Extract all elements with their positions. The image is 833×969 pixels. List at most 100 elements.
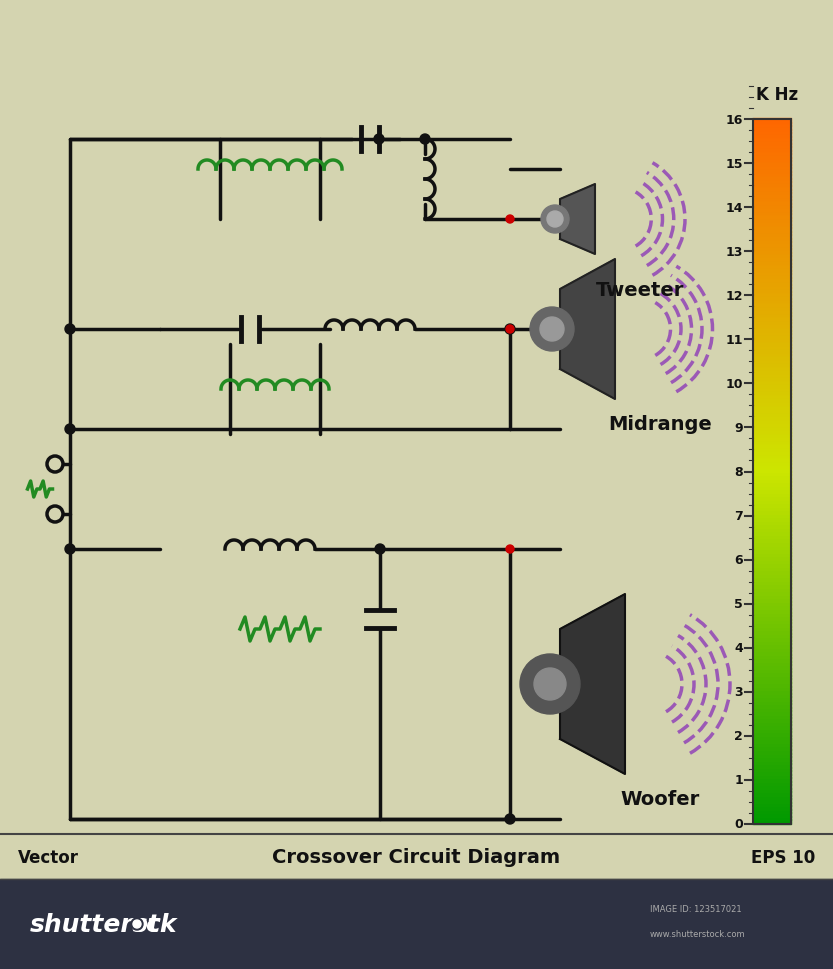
- Text: Midrange: Midrange: [608, 415, 712, 434]
- Bar: [753, 281, 791, 286]
- Bar: [753, 143, 791, 148]
- Bar: [753, 154, 791, 159]
- Bar: [753, 809, 791, 814]
- Bar: [753, 689, 791, 694]
- Text: 0: 0: [734, 818, 743, 830]
- Bar: [753, 365, 791, 370]
- Bar: [753, 302, 791, 306]
- Bar: [753, 344, 791, 349]
- Bar: [753, 717, 791, 722]
- Bar: [753, 611, 791, 616]
- Bar: [753, 425, 791, 430]
- Text: www.shutterstock.com: www.shutterstock.com: [650, 929, 746, 939]
- Bar: [753, 813, 791, 817]
- Circle shape: [375, 545, 385, 554]
- Bar: [753, 534, 791, 539]
- Bar: [753, 327, 791, 331]
- Bar: [753, 464, 791, 468]
- Bar: [753, 781, 791, 786]
- Bar: [753, 197, 791, 201]
- Bar: [753, 499, 791, 504]
- Bar: [753, 798, 791, 803]
- Bar: [753, 333, 791, 338]
- Bar: [753, 292, 791, 296]
- Text: 11: 11: [726, 333, 743, 347]
- Circle shape: [133, 920, 141, 928]
- Text: K Hz: K Hz: [756, 86, 798, 104]
- Bar: [753, 161, 791, 166]
- Bar: [753, 633, 791, 638]
- Bar: [753, 496, 791, 500]
- Bar: [753, 387, 791, 391]
- Bar: [753, 457, 791, 461]
- Bar: [753, 514, 791, 517]
- Polygon shape: [560, 594, 625, 774]
- Bar: [753, 510, 791, 515]
- Bar: [753, 380, 791, 384]
- Bar: [753, 439, 791, 444]
- Bar: [753, 531, 791, 536]
- Bar: [753, 266, 791, 271]
- Bar: [753, 524, 791, 528]
- Bar: [753, 650, 791, 655]
- Bar: [753, 728, 791, 733]
- Bar: [753, 419, 791, 422]
- Circle shape: [506, 546, 514, 553]
- Bar: [753, 594, 791, 599]
- Bar: [753, 777, 791, 782]
- Bar: [753, 792, 791, 796]
- Bar: [753, 404, 791, 409]
- Bar: [753, 313, 791, 317]
- Bar: [753, 158, 791, 162]
- Bar: [753, 288, 791, 293]
- Bar: [753, 665, 791, 670]
- Bar: [753, 284, 791, 289]
- Bar: [753, 260, 791, 265]
- Bar: [753, 453, 791, 458]
- Bar: [0, 10, 833, 879]
- Bar: [753, 678, 791, 683]
- Bar: [753, 140, 791, 144]
- Bar: [753, 165, 791, 170]
- Bar: [753, 609, 791, 612]
- Bar: [753, 749, 791, 754]
- Text: 9: 9: [735, 422, 743, 434]
- Bar: [753, 235, 791, 239]
- Bar: [753, 482, 791, 486]
- Bar: [753, 548, 791, 553]
- Bar: [753, 471, 791, 476]
- Polygon shape: [560, 260, 615, 399]
- Bar: [753, 352, 791, 356]
- Bar: [753, 217, 791, 222]
- Bar: [753, 756, 791, 761]
- Text: 6: 6: [735, 553, 743, 567]
- Bar: [753, 545, 791, 549]
- Text: Crossover Circuit Diagram: Crossover Circuit Diagram: [272, 848, 560, 866]
- Bar: [753, 450, 791, 454]
- Bar: [753, 707, 791, 711]
- Bar: [753, 742, 791, 747]
- Bar: [753, 256, 791, 261]
- Circle shape: [131, 918, 143, 930]
- Bar: [753, 686, 791, 690]
- Bar: [753, 337, 791, 342]
- Bar: [753, 316, 791, 321]
- Text: 4: 4: [734, 641, 743, 655]
- Bar: [753, 503, 791, 507]
- Bar: [753, 602, 791, 606]
- Bar: [753, 746, 791, 750]
- Text: shutterst: shutterst: [30, 912, 161, 936]
- Bar: [753, 583, 791, 588]
- Bar: [753, 622, 791, 627]
- Bar: [753, 330, 791, 334]
- Text: o: o: [130, 912, 147, 936]
- Bar: [753, 516, 791, 521]
- Text: 1: 1: [734, 773, 743, 787]
- Bar: [753, 732, 791, 736]
- Bar: [753, 238, 791, 243]
- Bar: [753, 559, 791, 564]
- Bar: [753, 805, 791, 810]
- Circle shape: [540, 318, 564, 342]
- Bar: [753, 391, 791, 394]
- Bar: [753, 566, 791, 571]
